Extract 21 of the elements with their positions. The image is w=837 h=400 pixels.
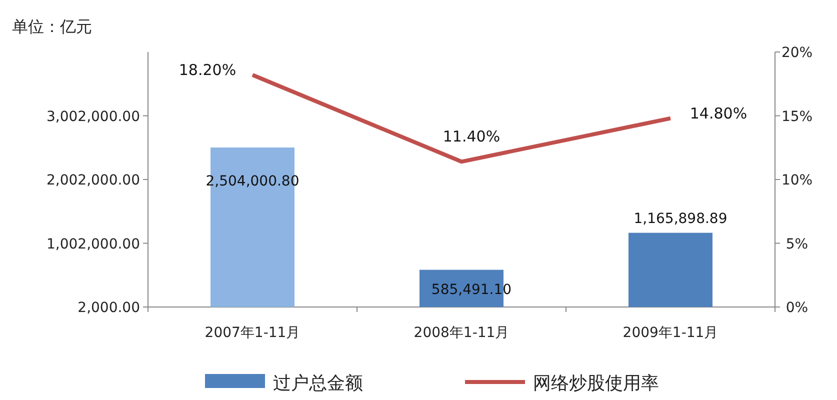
bar <box>628 232 712 307</box>
y2-tick-label: 10% <box>781 172 813 188</box>
legend-label: 过户总金额 <box>273 373 363 394</box>
y-tick-label: 1,002,000.00 <box>46 236 140 252</box>
data-label: 14.80% <box>690 104 748 122</box>
y2-tick-label: 5% <box>786 236 808 252</box>
x-tick-label: 2007年1-11月 <box>204 325 300 341</box>
data-label: 1,165,898.89 <box>634 210 728 227</box>
y-axis-title: 单位：亿元 <box>12 17 92 36</box>
x-tick-label: 2008年1-11月 <box>414 325 510 341</box>
data-label: 2,504,000.80 <box>206 173 300 190</box>
legend-label: 网络炒股使用率 <box>533 373 659 394</box>
y2-tick-label: 15% <box>781 108 813 125</box>
y2-tick-label: 0% <box>786 300 808 316</box>
data-label: 18.20% <box>178 60 236 79</box>
y-tick-label: 2,000.00 <box>78 300 140 316</box>
y-tick-label: 3,002,000.00 <box>46 108 140 125</box>
y2-tick-label: 20% <box>781 45 813 61</box>
y-tick-label: 2,002,000.00 <box>46 172 140 188</box>
x-tick-label: 2009年1-11月 <box>622 325 718 341</box>
data-label: 11.40% <box>442 128 500 146</box>
